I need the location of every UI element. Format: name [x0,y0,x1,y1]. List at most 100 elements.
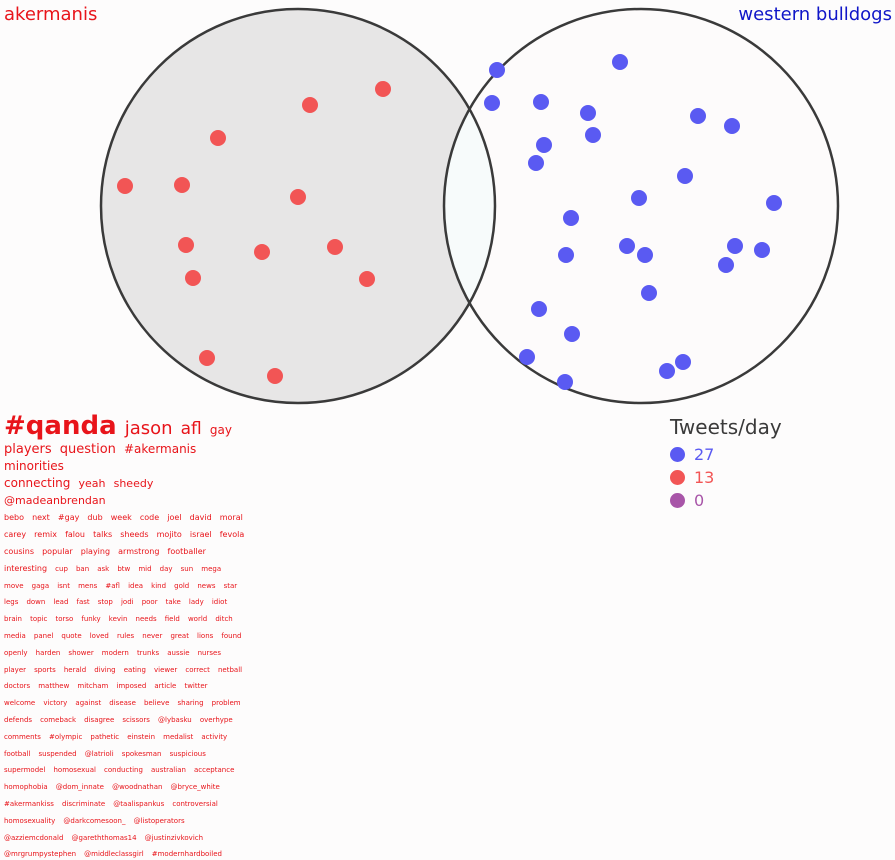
word-cloud-term[interactable]: supermodel [4,766,46,775]
word-cloud-term[interactable]: homosexuality [4,816,56,825]
word-cloud-term[interactable]: armstrong [118,547,160,557]
word-cloud-term[interactable]: mens [78,581,98,590]
word-cloud-term[interactable]: shower [68,648,94,657]
word-cloud-term[interactable]: day [159,564,173,573]
point[interactable] [564,326,580,342]
word-cloud-term[interactable]: topic [30,615,48,624]
word-cloud-term[interactable]: sports [34,665,56,674]
word-cloud-term[interactable]: media [4,632,26,641]
word-cloud-term[interactable]: nurses [197,648,221,657]
point[interactable] [519,349,535,365]
word-cloud-term[interactable]: @azziemcdonald [4,833,64,842]
word-cloud-term[interactable]: against [75,699,102,708]
point[interactable] [585,127,601,143]
word-cloud-term[interactable]: australian [151,766,186,775]
word-cloud-term[interactable]: loved [89,632,109,641]
word-cloud-term[interactable]: popular [42,547,73,557]
word-cloud-term[interactable]: needs [135,615,157,624]
word-cloud-term[interactable]: trunks [136,648,160,657]
point[interactable] [117,178,133,194]
word-cloud-term[interactable]: herald [63,665,87,674]
word-cloud-term[interactable]: @mrgrumpystephen [4,850,77,859]
word-cloud-term[interactable]: @middleclassgirl [84,850,144,859]
word-cloud-term[interactable]: sun [180,564,194,573]
point[interactable] [531,301,547,317]
word-cloud-term[interactable]: viewer [153,665,178,674]
word-cloud-term[interactable]: @bryce_white [170,783,220,792]
word-cloud-term[interactable]: spokesman [121,749,162,758]
word-cloud-term[interactable]: mega [201,564,222,573]
word-cloud-term[interactable]: rules [116,632,135,641]
word-cloud-term[interactable]: problem [211,699,241,708]
word-cloud-term[interactable]: overhype [199,716,233,725]
word-cloud-term[interactable]: moral [219,513,243,523]
point[interactable] [754,242,770,258]
point[interactable] [641,285,657,301]
word-cloud-term[interactable]: correct [185,665,210,674]
word-cloud-term[interactable]: player [4,665,27,674]
word-cloud-term[interactable]: twitter [184,682,208,691]
word-cloud-term[interactable]: #modernhardboiled [151,850,222,859]
point[interactable] [690,108,706,124]
word-cloud-term[interactable]: news [197,581,216,590]
word-cloud-term[interactable]: #akermankiss [4,800,54,809]
word-cloud-term[interactable]: david [189,513,212,523]
word-cloud-term[interactable]: ban [75,564,90,573]
word-cloud-term[interactable]: lady [188,598,204,607]
word-cloud-term[interactable]: brain [4,615,22,624]
word-cloud-term[interactable]: scissors [122,716,150,725]
word-cloud-term[interactable]: falou [65,530,85,540]
word-cloud-term[interactable]: @justinzivkovich [144,833,204,842]
word-cloud-term[interactable]: jodi [120,598,134,607]
point[interactable] [533,94,549,110]
word-cloud-term[interactable]: controversial [172,800,218,809]
word-cloud-term[interactable]: carey [4,530,27,540]
word-cloud-term[interactable]: bebo [4,513,24,523]
word-cloud-term[interactable]: victory [43,699,68,708]
point[interactable] [659,363,675,379]
word-cloud-term[interactable]: panel [33,632,54,641]
word-cloud-term[interactable]: @gareththomas14 [71,833,137,842]
word-cloud-term[interactable]: mitcham [77,682,109,691]
word-cloud-term[interactable]: medalist [163,732,194,741]
word-cloud-term[interactable]: comeback [40,716,77,725]
point[interactable] [267,368,283,384]
word-cloud-term[interactable]: believe [143,699,170,708]
word-cloud-term[interactable]: cousins [4,547,34,557]
word-cloud-term[interactable]: #afl [105,581,120,590]
word-cloud-term[interactable]: #olympic [49,732,83,741]
word-cloud-term[interactable]: funky [81,615,101,624]
word-cloud-term[interactable]: #akermanis [124,442,197,457]
word-cloud-term[interactable]: gold [174,581,190,590]
word-cloud-term[interactable]: fevola [219,530,245,540]
word-cloud-term[interactable]: @dom_innate [55,783,104,792]
word-cloud-term[interactable]: minorities [4,459,64,474]
word-cloud-term[interactable]: @latrioli [84,749,114,758]
point[interactable] [631,190,647,206]
word-cloud-term[interactable]: doctors [4,682,31,691]
point[interactable] [718,257,734,273]
point[interactable] [174,177,190,193]
point[interactable] [199,350,215,366]
word-cloud-term[interactable]: isnt [57,581,70,590]
word-cloud-term[interactable]: field [164,615,180,624]
word-cloud-term[interactable]: found [221,632,242,641]
word-cloud-term[interactable]: openly [4,648,28,657]
word-cloud-term[interactable]: discriminate [61,800,106,809]
point[interactable] [724,118,740,134]
word-cloud-term[interactable]: mid [138,564,152,573]
word-cloud-term[interactable]: conducting [104,766,143,775]
word-cloud-term[interactable]: week [110,513,132,523]
word-cloud-term[interactable]: #gay [57,513,80,523]
word-cloud-term[interactable]: move [4,581,24,590]
word-cloud-term[interactable]: idea [128,581,144,590]
word-cloud-term[interactable]: matthew [38,682,70,691]
word-cloud-term[interactable]: diving [94,665,116,674]
point[interactable] [178,237,194,253]
word-cloud-term[interactable]: einstein [127,732,156,741]
word-cloud-term[interactable]: modern [101,648,129,657]
point[interactable] [675,354,691,370]
word-cloud-term[interactable]: connecting [4,475,71,490]
word-cloud-term[interactable]: article [154,682,177,691]
word-cloud-term[interactable]: @darkcomesoon_ [63,816,126,825]
